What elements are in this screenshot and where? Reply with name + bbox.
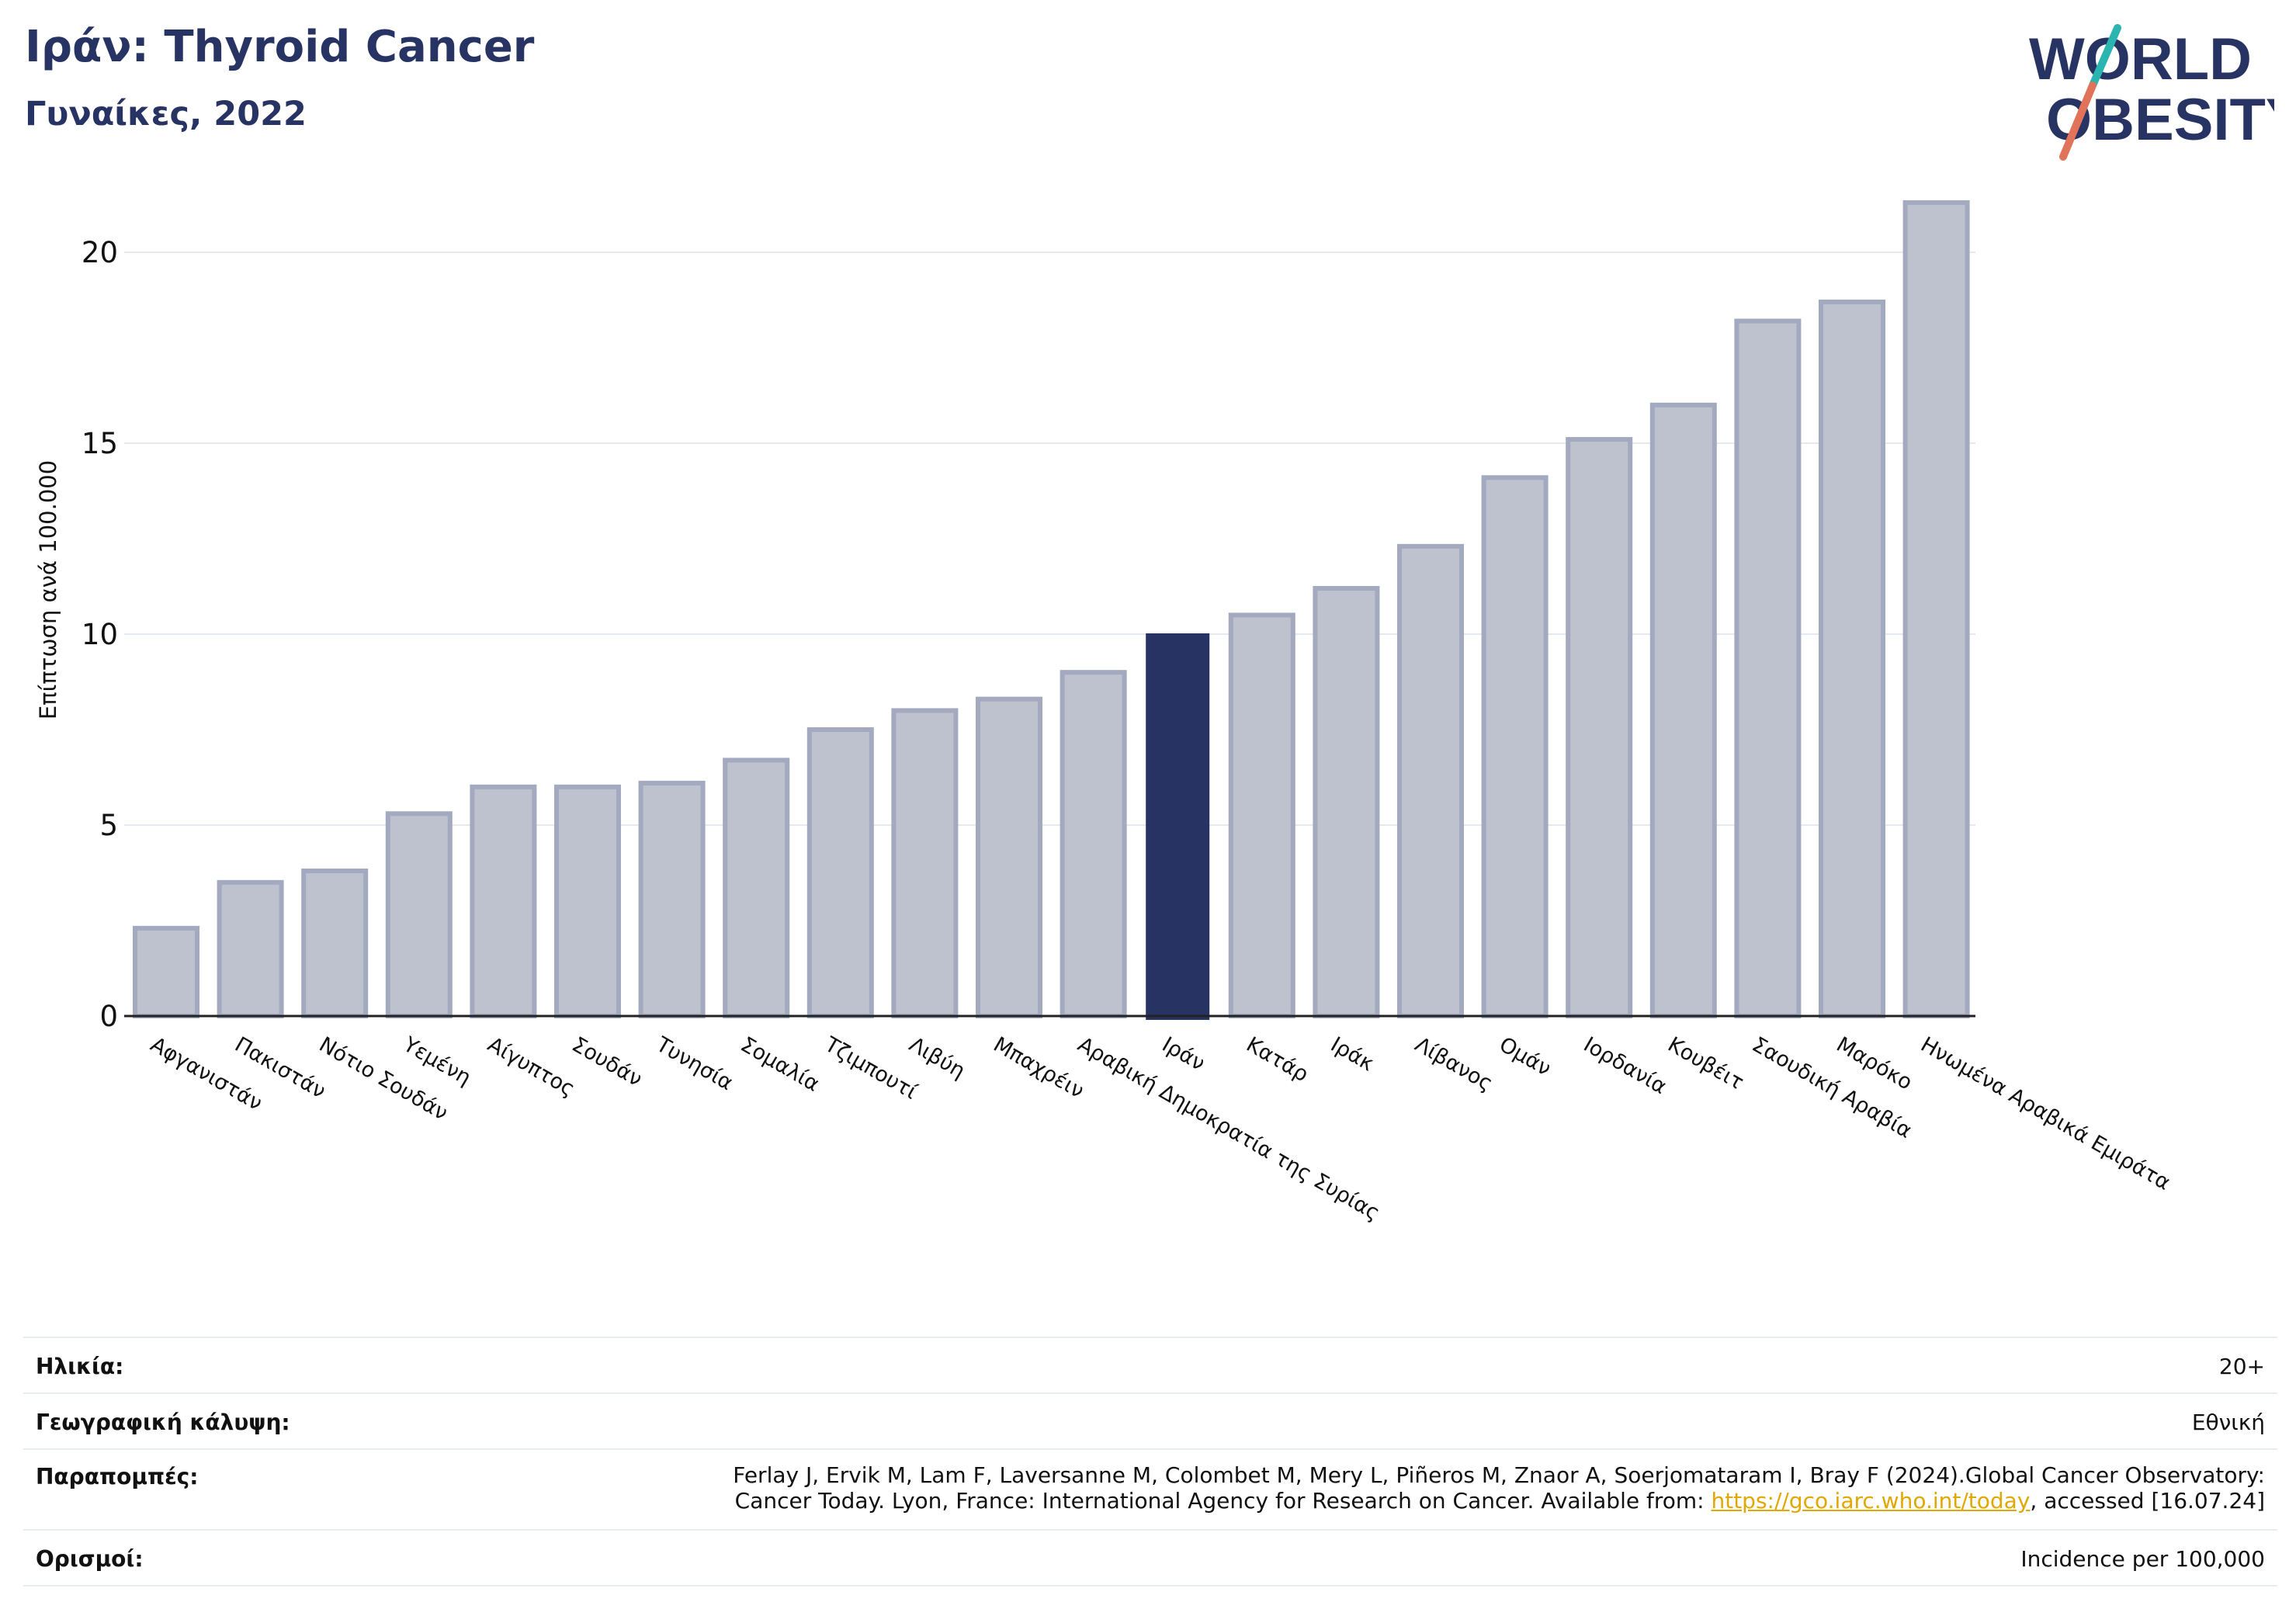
bar-14 — [1228, 612, 1295, 1018]
x-tick-label-10: Λιβύη — [905, 1032, 969, 1084]
bar-11 — [976, 696, 1042, 1018]
references-line1: Ferlay J, Ervik M, Lam F, Laversanne M, … — [733, 1462, 2265, 1488]
info-table: Ηλικία: 20+ Γεωγραφική κάλυψη: Εθνική Πα… — [23, 1337, 2277, 1587]
x-tick-label-14: Κατάρ — [1242, 1032, 1313, 1087]
x-tick-label-5: Αίγυπτος — [484, 1032, 579, 1101]
page-subtitle: Γυναίκες, 2022 — [25, 95, 307, 134]
y-tick-label-5: 5 — [99, 809, 118, 842]
definitions-value: Incidence per 100,000 — [2020, 1546, 2265, 1572]
bar-4 — [385, 811, 453, 1018]
references-value: Ferlay J, Ervik M, Lam F, Laversanne M, … — [733, 1462, 2265, 1514]
bar-2 — [217, 879, 284, 1019]
logo-line1: WORLD — [2029, 26, 2252, 92]
references-line2: Cancer Today. Lyon, France: Internationa… — [733, 1488, 2265, 1514]
bar-17 — [1481, 475, 1549, 1018]
y-tick-label-0: 0 — [99, 1000, 118, 1033]
bar-1 — [133, 925, 199, 1018]
definitions-label: Ορισμοί: — [36, 1546, 144, 1572]
info-row-references: Παραπομπές: Ferlay J, Ervik M, Lam F, La… — [23, 1448, 2277, 1529]
bar-6 — [554, 784, 621, 1018]
age-label: Ηλικία: — [36, 1354, 124, 1379]
bar-22 — [1902, 200, 1970, 1018]
age-value: 20+ — [2218, 1354, 2265, 1379]
x-tick-label-6: Σουδάν — [568, 1032, 647, 1091]
y-tick-label-15: 15 — [82, 427, 118, 460]
y-tick-labels: 0 5 10 15 20 — [82, 236, 118, 1033]
x-tick-label-12: Αραβική Δημοκρατία της Συρίας — [1073, 1032, 1384, 1226]
bar-15 — [1313, 585, 1380, 1018]
y-tick-label-20: 20 — [82, 236, 118, 269]
geo-label: Γεωγραφική κάλυψη: — [36, 1410, 290, 1435]
bar-21 — [1819, 299, 1885, 1018]
x-tick-label-13: Ιράν — [1158, 1032, 1209, 1076]
bars — [133, 200, 1970, 1020]
bar-19 — [1649, 402, 1717, 1018]
bar-3 — [301, 869, 369, 1019]
bar-12 — [1060, 670, 1127, 1018]
x-tick-label-11: Μπαχρέιν — [990, 1032, 1088, 1103]
x-tick-label-15: Ιράκ — [1327, 1032, 1379, 1076]
bar-8 — [723, 758, 790, 1018]
x-tick-label-9: Τζιμπουτί — [820, 1032, 921, 1105]
bar-5 — [470, 784, 537, 1018]
bar-18 — [1566, 437, 1633, 1018]
info-row-age: Ηλικία: 20+ — [23, 1337, 2277, 1392]
references-accessed: , accessed [16.07.24] — [2030, 1488, 2265, 1514]
bar-7 — [638, 780, 706, 1018]
bar-20 — [1734, 318, 1802, 1018]
x-tick-label-20: Σαουδική Αραβία — [1748, 1032, 1916, 1143]
world-obesity-logo: WORLD OBESITY — [2029, 24, 2274, 161]
x-tick-label-7: Τυνησία — [651, 1032, 737, 1096]
references-label: Παραπομπές: — [36, 1464, 199, 1489]
references-text: Cancer Today. Lyon, France: Internationa… — [734, 1488, 1712, 1514]
x-tick-label-19: Κουβέιτ — [1663, 1032, 1747, 1094]
geo-value: Εθνική — [2191, 1410, 2265, 1435]
x-tick-label-8: Σομαλία — [737, 1032, 824, 1097]
references-link[interactable]: https://gco.iarc.who.int/today — [1711, 1488, 2031, 1514]
x-tick-label-18: Ιορδανία — [1580, 1032, 1671, 1099]
logo-slash-top — [2089, 24, 2121, 89]
x-tick-label-16: Λίβανος — [1411, 1032, 1497, 1096]
bar-13 — [1146, 633, 1210, 1020]
logo-slash-bottom — [2059, 81, 2097, 161]
bar-10 — [891, 708, 959, 1019]
y-tick-label-10: 10 — [82, 618, 118, 651]
info-row-geo: Γεωγραφική κάλυψη: Εθνική — [23, 1392, 2277, 1448]
bar-16 — [1397, 543, 1464, 1018]
bar-9 — [806, 727, 874, 1018]
x-tick-label-22: Ηνωμένα Αραβικά Εμιράτα — [1916, 1032, 2174, 1195]
info-row-definitions: Ορισμοί: Incidence per 100,000 — [23, 1529, 2277, 1587]
y-axis-label: Επίπτωση ανά 100.000 — [35, 460, 61, 720]
x-tick-label-17: Ομάν — [1495, 1032, 1555, 1081]
page-title: Ιράν: Thyroid Cancer — [25, 22, 535, 72]
